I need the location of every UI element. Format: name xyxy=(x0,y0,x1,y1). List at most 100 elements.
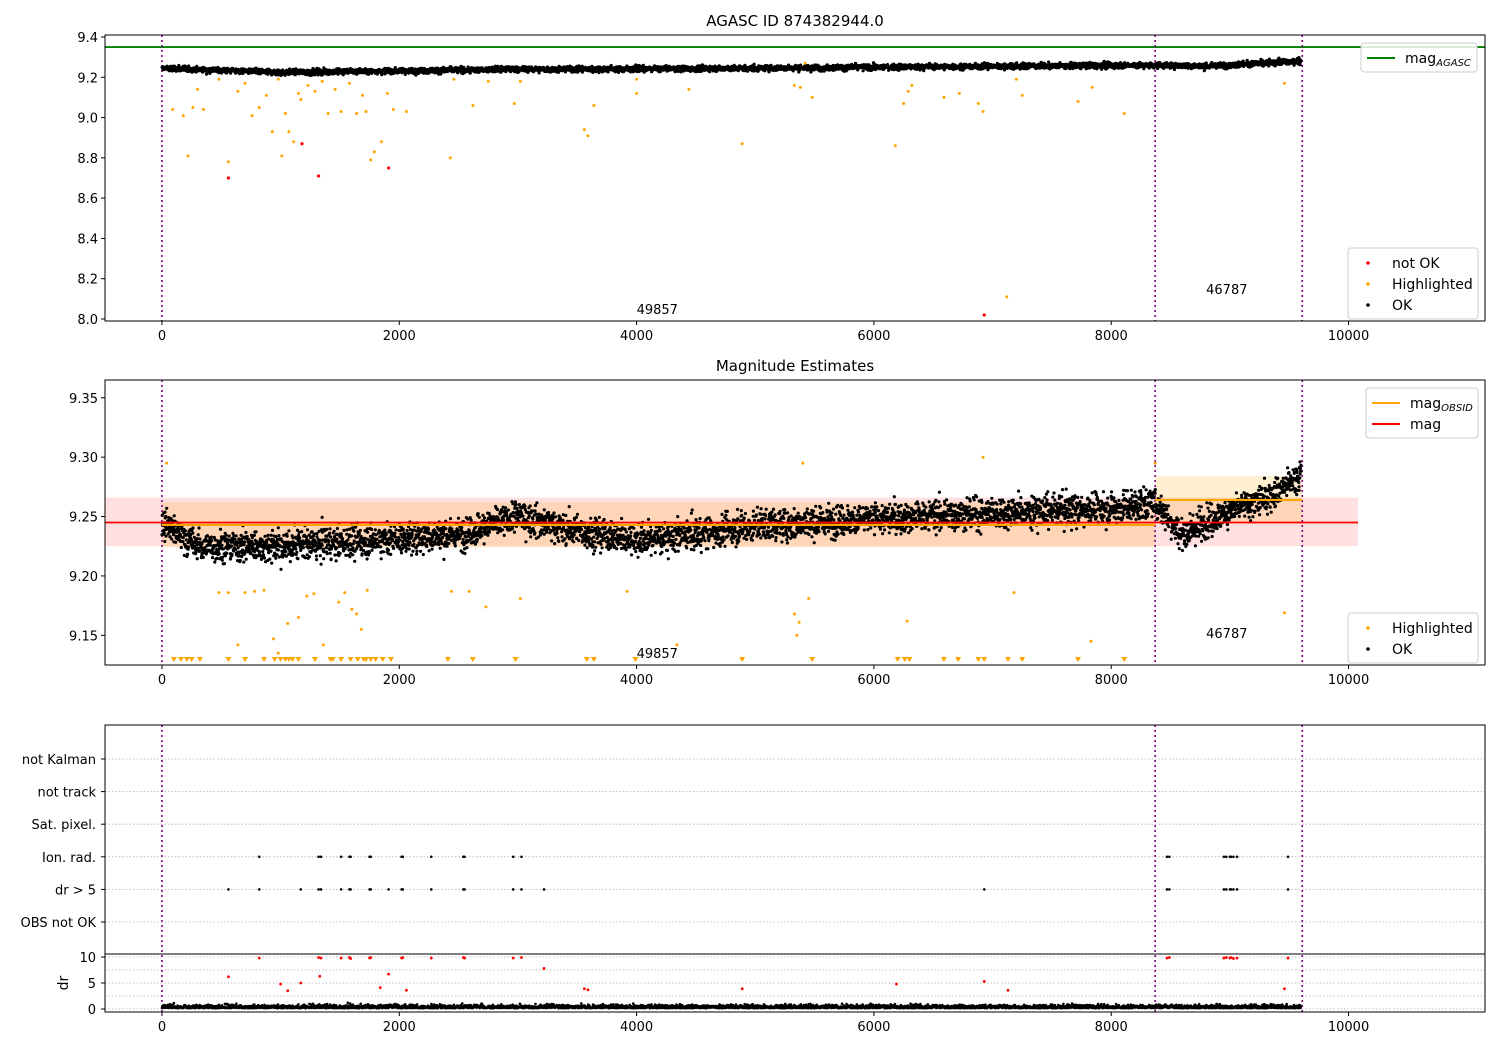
flag-point xyxy=(463,888,466,891)
dr-flagged-point xyxy=(299,981,303,985)
flag-point xyxy=(1165,888,1169,891)
flag-point xyxy=(349,888,352,891)
dr-flagged-point xyxy=(511,956,515,960)
x-tick-label: 10000 xyxy=(1328,1020,1369,1035)
highlighted-point xyxy=(981,110,985,114)
highlighted-point xyxy=(404,110,408,114)
x-tick-label: 6000 xyxy=(857,1020,890,1035)
below-range-marker xyxy=(739,657,746,662)
y-tick-label: 8.2 xyxy=(77,273,98,288)
flag-point xyxy=(982,888,986,891)
dr-flagged-point xyxy=(279,982,283,986)
flag-point xyxy=(317,888,320,891)
below-range-marker xyxy=(196,657,203,662)
legend-label: Highlighted xyxy=(1392,277,1473,293)
highlighted-point xyxy=(171,108,175,112)
legend-label: not OK xyxy=(1392,256,1440,272)
y-tick-label: 8.0 xyxy=(77,313,98,328)
highlighted-point xyxy=(243,591,247,595)
highlighted-point xyxy=(792,83,796,87)
flag-point xyxy=(339,888,343,891)
highlighted-point xyxy=(625,589,629,593)
highlighted-point xyxy=(592,103,596,107)
below-range-marker xyxy=(590,657,597,662)
dr-flagged-point xyxy=(378,986,382,990)
highlighted-point xyxy=(305,594,309,598)
below-range-marker xyxy=(312,657,319,662)
highlighted-point xyxy=(286,621,290,625)
highlighted-point xyxy=(586,134,590,138)
dr-flagged-point xyxy=(1222,956,1226,960)
obsid-label: 46787 xyxy=(1206,627,1247,642)
highlighted-point xyxy=(740,142,744,146)
below-range-marker xyxy=(981,657,988,662)
obsid-label: 49857 xyxy=(637,647,678,662)
flag-point xyxy=(430,888,433,891)
below-range-marker xyxy=(338,657,345,662)
below-range-marker xyxy=(975,657,982,662)
dr-flagged-point xyxy=(227,975,230,979)
legend-dot-swatch xyxy=(1366,282,1370,286)
y-tick-label: 8.8 xyxy=(77,152,98,167)
highlighted-point xyxy=(1005,295,1009,299)
highlighted-point xyxy=(1282,611,1286,615)
highlighted-point xyxy=(264,93,268,97)
flag-point xyxy=(369,888,373,891)
flag-point xyxy=(1286,855,1290,859)
flag-point xyxy=(1165,855,1169,859)
highlighted-point xyxy=(313,89,317,93)
x-tick-label: 2000 xyxy=(383,1020,416,1035)
flag-point xyxy=(339,855,343,859)
flag-point xyxy=(349,855,352,859)
magnitude-panel-title: Magnitude Estimates xyxy=(716,357,874,375)
highlighted-point xyxy=(365,588,369,592)
highlighted-point xyxy=(337,600,341,604)
below-range-marker xyxy=(354,657,361,662)
dr-flagged-point xyxy=(1224,956,1228,959)
flag-point xyxy=(1229,855,1233,859)
flags-panel-frame xyxy=(104,724,1486,1013)
dr-flagged-point xyxy=(369,956,373,959)
legend-label: OK xyxy=(1392,298,1413,314)
highlighted-point xyxy=(449,589,453,593)
agasc-panel-title: AGASC ID 874382944.0 xyxy=(706,12,884,30)
not-ok-point xyxy=(982,313,986,317)
flag-point xyxy=(1222,855,1226,859)
legend-box xyxy=(1347,247,1479,320)
highlighted-point xyxy=(1282,81,1286,85)
dr-flagged-point xyxy=(404,988,408,992)
highlighted-point xyxy=(347,81,351,85)
agasc-panel-frame xyxy=(104,34,1486,322)
dr-axis-label: dr xyxy=(56,975,72,990)
highlighted-point xyxy=(270,130,274,134)
below-range-marker xyxy=(894,657,901,662)
below-range-marker xyxy=(940,657,947,662)
x-tick-label: 4000 xyxy=(620,673,653,688)
below-range-marker xyxy=(1075,657,1082,662)
below-range-marker xyxy=(367,657,374,662)
dr-flagged-point xyxy=(401,956,405,959)
legend-dot-swatch xyxy=(1366,303,1370,307)
below-range-marker xyxy=(271,657,278,662)
highlighted-point xyxy=(226,160,230,164)
flag-point xyxy=(1232,888,1235,891)
x-tick-label: 10000 xyxy=(1328,673,1369,688)
highlighted-point xyxy=(1153,461,1157,465)
legend-dot-swatch xyxy=(1366,261,1370,265)
highlighted-point xyxy=(471,103,475,107)
dr-flagged-point xyxy=(542,967,546,970)
highlighted-point xyxy=(902,101,906,105)
flag-point xyxy=(1232,855,1235,859)
flag-point xyxy=(1229,888,1233,891)
legend-label: Highlighted xyxy=(1392,621,1473,637)
below-range-marker xyxy=(379,657,386,662)
highlighted-point xyxy=(296,616,300,619)
highlighted-point xyxy=(797,620,801,624)
below-range-marker xyxy=(363,657,370,662)
flag-point xyxy=(401,855,405,859)
dr-flagged-point xyxy=(1006,988,1010,992)
agasc-panel: AGASC ID 874382944.0 49857 46787 0 2000 4000… xyxy=(77,12,1486,344)
dr-flagged-point xyxy=(1235,956,1239,960)
flag-row-label: dr > 5 xyxy=(55,883,96,898)
